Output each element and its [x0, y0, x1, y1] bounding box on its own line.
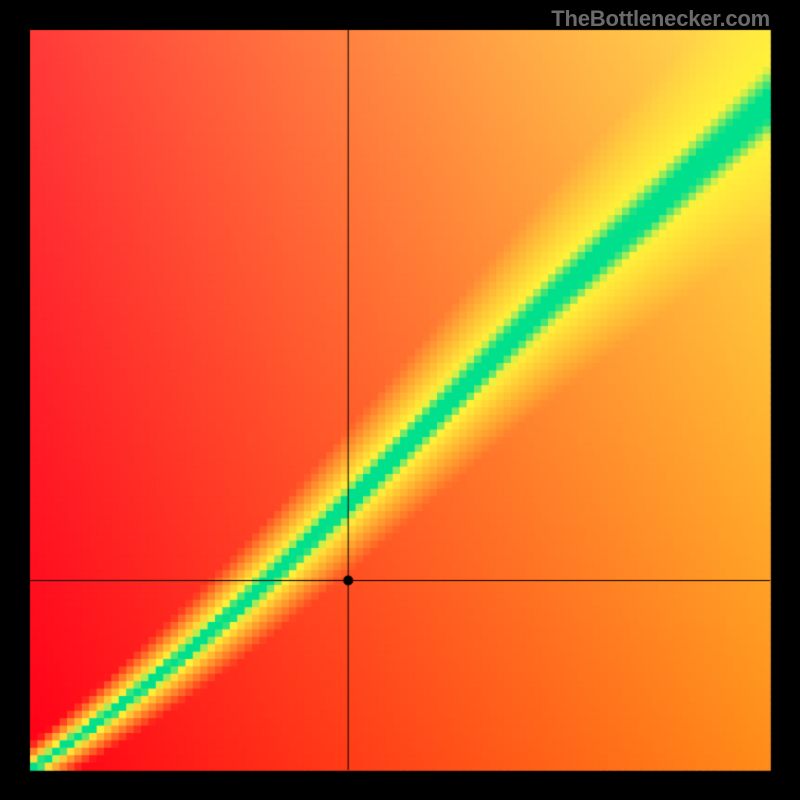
watermark-text: TheBottlenecker.com — [551, 6, 770, 32]
chart-container: TheBottlenecker.com — [0, 0, 800, 800]
bottleneck-heatmap — [0, 0, 800, 800]
